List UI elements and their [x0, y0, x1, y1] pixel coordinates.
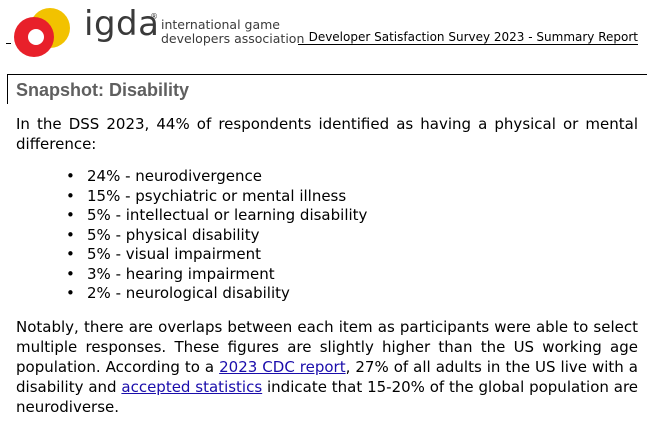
list-item-text: 3% - hearing impairment [87, 264, 275, 283]
bullet-icon: • [66, 245, 75, 263]
list-item: • 15% - psychiatric or mental illness [66, 187, 638, 207]
cdc-report-link[interactable]: 2023 CDC report [219, 357, 346, 376]
list-item: • 5% - visual impairment [66, 245, 638, 265]
bullet-icon: • [66, 264, 75, 283]
report-title: Developer Satisfaction Survey 2023 - Sum… [308, 30, 638, 44]
logo-registered-mark: ® [150, 12, 158, 21]
list-item: • 24% - neurodivergence [66, 167, 638, 187]
closing-text-2: , 27% of all adults in the US live with … [16, 357, 638, 396]
page-header: igda ® international game developers ass… [0, 0, 654, 60]
snapshot-box: Snapshot: Disability [7, 74, 647, 104]
document-body: In the DSS 2023, 44% of respondents iden… [16, 114, 638, 417]
bullet-icon: • [66, 206, 75, 224]
closing-text-1: Notably, there are overlaps between each… [16, 317, 638, 376]
list-item: • 5% - intellectual or learning disabilit… [66, 206, 638, 226]
closing-paragraph: Notably, there are overlaps between each… [16, 317, 638, 417]
igda-logo-icon [14, 8, 70, 57]
list-item: • 2% - neurological disability [66, 284, 638, 304]
list-item-text: 2% - neurological disability [87, 284, 290, 302]
header-dash [6, 43, 11, 44]
bullet-icon: • [66, 225, 75, 244]
bullet-icon: • [66, 284, 75, 302]
logo-tagline: international game developers associatio… [161, 18, 304, 46]
list-item-text: 24% - neurodivergence [87, 167, 262, 185]
logo-wordmark: igda [84, 4, 160, 44]
list-item-text: 5% - physical disability [87, 225, 260, 244]
logo-tagline-line2: developers association [161, 31, 305, 46]
list-item-text: 15% - psychiatric or mental illness [87, 186, 347, 205]
accepted-statistics-link[interactable]: accepted statistics [121, 377, 263, 396]
intro-paragraph: In the DSS 2023, 44% of respondents iden… [16, 115, 638, 153]
snapshot-title: Snapshot: Disability [16, 80, 190, 100]
bullet-icon: • [66, 186, 75, 205]
header-rule [298, 44, 638, 45]
list-item-text: 5% - visual impairment [87, 245, 262, 263]
logo-tagline-line1: international game [161, 17, 281, 32]
list-item: • 5% - physical disability [66, 226, 638, 246]
list-item: • 3% - hearing impairment [66, 265, 638, 285]
disability-list: • 24% - neurodivergence • 15% - psychiatri… [16, 167, 638, 304]
list-item-text: 5% - intellectual or learning disability [87, 206, 368, 224]
bullet-icon: • [66, 167, 75, 185]
closing-text-3: indicate that 15-20% of the global popul… [16, 377, 639, 416]
